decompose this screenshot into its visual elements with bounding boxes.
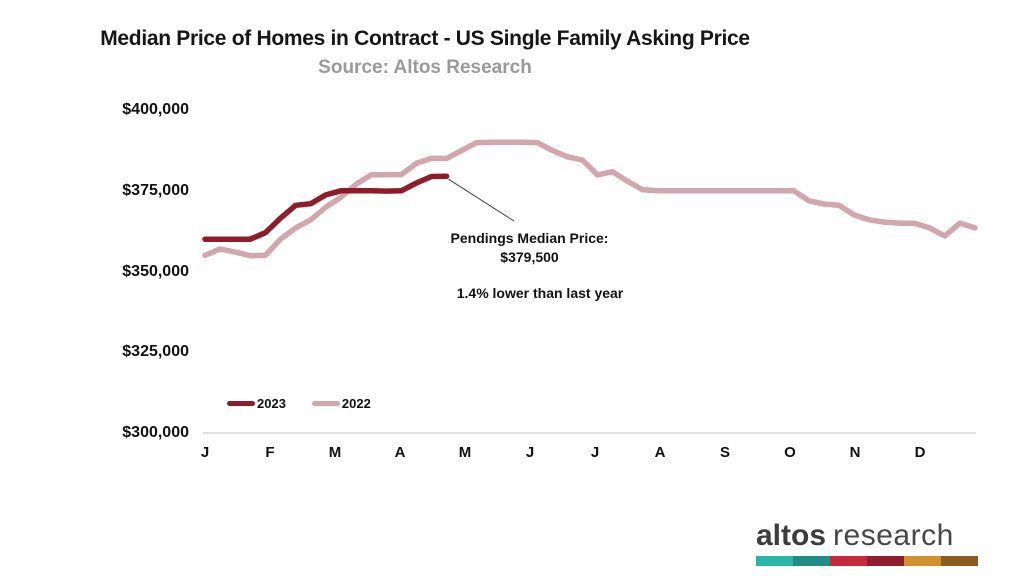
x-tick-label: M	[458, 444, 472, 461]
x-tick-label: O	[784, 444, 796, 461]
x-tick-label: J	[200, 444, 210, 461]
chart-subtitle: Source: Altos Research	[318, 57, 532, 78]
chart-title: Median Price of Homes in Contract - US S…	[100, 27, 750, 50]
x-tick-label: A	[394, 444, 406, 461]
legend-label: 2023	[257, 396, 286, 411]
logo-brand-bold: altos	[756, 519, 827, 552]
annotation-leader-line	[448, 178, 515, 222]
series-line-2022	[202, 139, 978, 259]
altos-research-logo: altos research	[756, 519, 980, 566]
logo-color-bar	[756, 556, 978, 566]
logo-wordmark: altos research	[756, 519, 980, 553]
legend-swatch	[311, 401, 340, 406]
annotation-callout: Pendings Median Price: $379,500	[412, 229, 647, 267]
legend-item: 2022	[311, 396, 371, 411]
logo-brand-light: research	[833, 519, 954, 552]
x-tick-label: S	[719, 444, 730, 461]
x-tick-label: N	[849, 444, 861, 461]
y-tick-label: $375,000	[122, 181, 189, 199]
chart-header: Median Price of Homes in Contract - US S…	[0, 27, 850, 79]
x-tick-label: D	[914, 444, 926, 461]
annotation-comparison: 1.4% lower than last year	[456, 285, 624, 301]
y-tick-label: $400,000	[122, 101, 189, 118]
legend-swatch	[227, 401, 255, 406]
logo-bar-segment	[756, 556, 793, 566]
x-tick-label: F	[265, 444, 275, 461]
x-tick-label: J	[590, 444, 600, 461]
logo-bar-segment	[867, 556, 904, 566]
annotation-label: Pendings Median Price:	[450, 230, 609, 246]
logo-bar-segment	[941, 556, 978, 566]
x-tick-label: M	[328, 444, 342, 461]
logo-bar-segment	[830, 556, 867, 566]
x-tick-label: A	[654, 444, 666, 461]
x-tick-label: J	[525, 444, 535, 461]
legend-item: 2023	[227, 396, 286, 411]
y-tick-label: $325,000	[122, 343, 189, 361]
logo-bar-segment	[904, 556, 941, 566]
legend: 2023 2022	[227, 396, 371, 411]
logo-bar-segment	[793, 556, 830, 566]
y-tick-label: $300,000	[122, 424, 189, 441]
y-tick-label: $350,000	[122, 262, 189, 280]
legend-label: 2022	[341, 396, 371, 411]
series-line-2023	[202, 173, 450, 242]
annotation-value: $379,500	[500, 249, 559, 265]
